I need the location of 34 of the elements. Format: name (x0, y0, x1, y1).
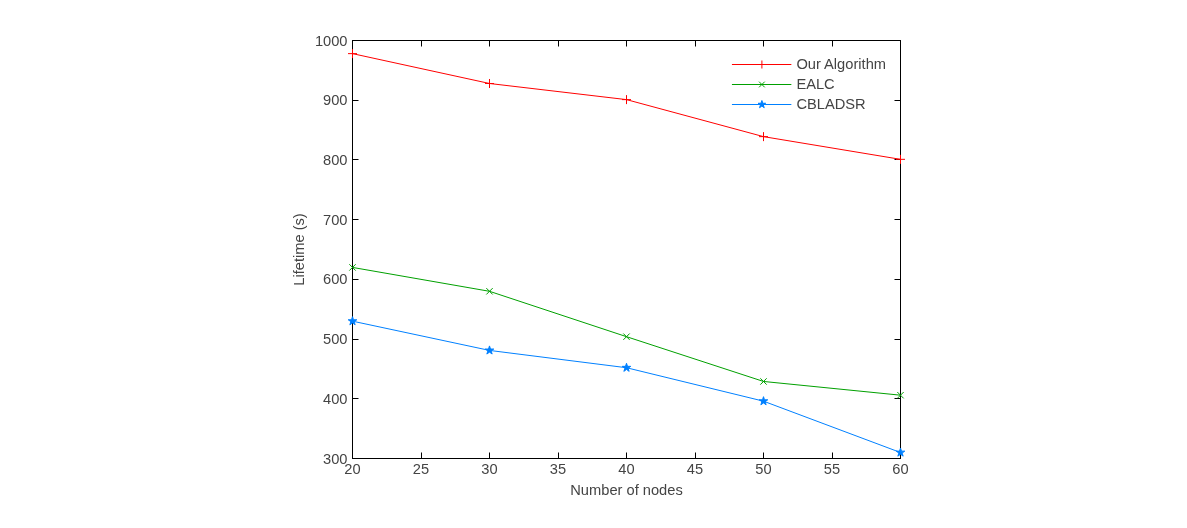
point (896, 391, 905, 399)
y-tick-label: 900 (323, 92, 348, 109)
x-tick-label: 55 (823, 460, 841, 477)
point (484, 78, 495, 89)
point (347, 48, 358, 59)
point (621, 362, 632, 372)
point (758, 131, 769, 142)
legend-label: EALC (796, 76, 835, 92)
x-tick-label: 30 (481, 460, 498, 477)
x-tick-label: 45 (686, 460, 704, 477)
point (758, 396, 769, 406)
point (895, 154, 906, 165)
point (622, 333, 631, 341)
y-tick-label: 600 (323, 271, 348, 288)
point (895, 447, 906, 457)
point (485, 287, 494, 295)
legend-label: CBLADSR (796, 96, 866, 112)
x-tick-label: 50 (755, 460, 772, 477)
point (347, 316, 358, 326)
x-tick-label: 35 (549, 460, 567, 477)
y-tick-label: 700 (323, 211, 348, 228)
y-tick-label: 800 (323, 151, 348, 168)
y-tick-label: 400 (323, 390, 348, 407)
point (621, 94, 632, 105)
x-tick-label: 40 (618, 460, 635, 477)
x-tick-label: 60 (892, 460, 909, 477)
x-axis-title: Number of nodes (570, 481, 683, 498)
x-tick-label: 25 (412, 460, 430, 477)
y-axis-title: Lifetime (s) (290, 213, 307, 286)
point (484, 345, 495, 355)
y-tick-label: 500 (323, 331, 348, 348)
legend-label: Our Algorithm (796, 56, 886, 72)
y-tick-label: 1000 (314, 32, 348, 49)
point (348, 263, 357, 272)
